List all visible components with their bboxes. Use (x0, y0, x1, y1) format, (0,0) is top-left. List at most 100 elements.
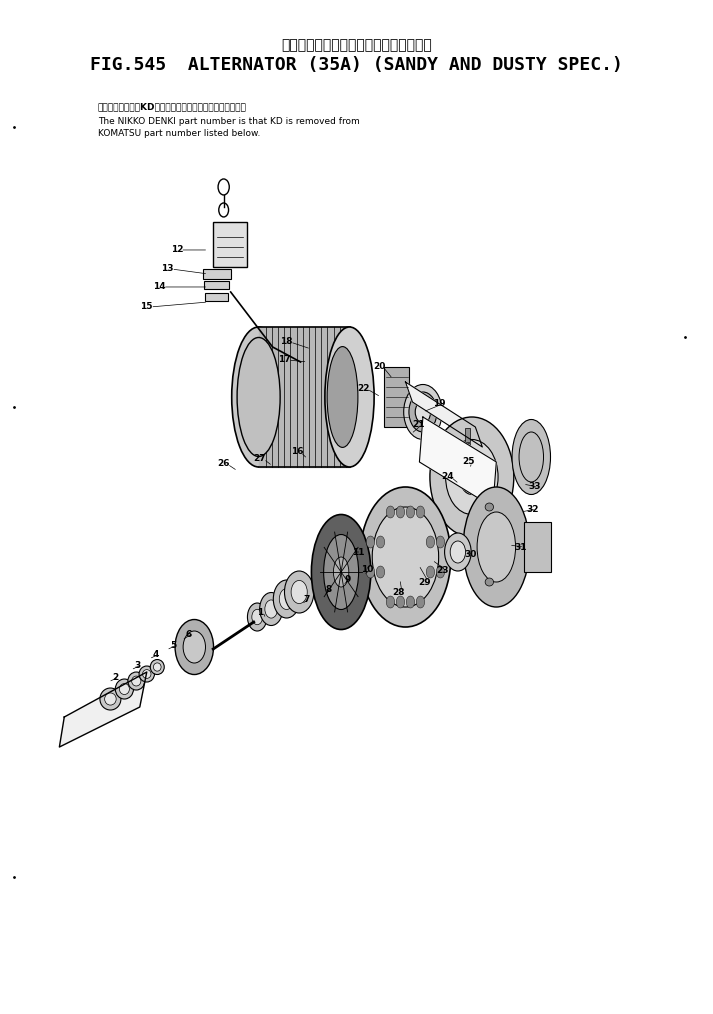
Circle shape (406, 596, 415, 608)
Ellipse shape (372, 507, 438, 607)
Circle shape (376, 566, 385, 578)
Text: 30: 30 (464, 550, 477, 559)
Text: 13: 13 (161, 265, 174, 274)
Circle shape (416, 506, 425, 518)
Circle shape (436, 536, 445, 548)
Text: 16: 16 (291, 447, 303, 456)
Circle shape (366, 536, 374, 548)
Text: 品番のメーカ記号KDを除いたものが日興電機の品番です。: 品番のメーカ記号KDを除いたものが日興電機の品番です。 (98, 102, 247, 112)
Ellipse shape (232, 327, 285, 467)
Text: 26: 26 (217, 459, 230, 468)
Ellipse shape (105, 693, 116, 705)
Circle shape (386, 506, 395, 518)
Ellipse shape (252, 609, 262, 625)
Text: 10: 10 (361, 565, 374, 574)
Text: 23: 23 (436, 566, 448, 575)
Text: 12: 12 (170, 245, 183, 255)
Text: 20: 20 (374, 362, 386, 371)
Polygon shape (419, 417, 496, 507)
Ellipse shape (334, 557, 349, 587)
Bar (465, 443, 471, 457)
Text: 31: 31 (515, 542, 527, 552)
Text: FIG.545  ALTERNATOR (35A) (SANDY AND DUSTY SPEC.): FIG.545 ALTERNATOR (35A) (SANDY AND DUST… (90, 56, 623, 74)
Ellipse shape (477, 512, 515, 582)
Text: 2: 2 (112, 672, 118, 681)
Text: 14: 14 (153, 283, 165, 291)
Ellipse shape (324, 534, 359, 609)
Polygon shape (259, 327, 349, 467)
Text: 5: 5 (170, 641, 176, 650)
Ellipse shape (430, 417, 514, 537)
Ellipse shape (139, 666, 155, 682)
Text: 17: 17 (278, 356, 291, 364)
Bar (202, 269, 231, 279)
Ellipse shape (143, 669, 151, 678)
Ellipse shape (175, 620, 213, 674)
Ellipse shape (291, 580, 307, 603)
Ellipse shape (153, 663, 161, 671)
Ellipse shape (265, 600, 277, 619)
Ellipse shape (312, 514, 371, 630)
Ellipse shape (415, 401, 431, 423)
Ellipse shape (247, 603, 267, 631)
Circle shape (396, 506, 405, 518)
Ellipse shape (450, 541, 466, 563)
Ellipse shape (279, 588, 294, 609)
Text: 19: 19 (433, 400, 446, 409)
Text: The NIKKO DENKI part number is that KD is removed from: The NIKKO DENKI part number is that KD i… (98, 118, 359, 127)
Text: 15: 15 (140, 302, 153, 311)
Ellipse shape (128, 672, 145, 690)
Circle shape (396, 596, 405, 608)
Ellipse shape (273, 580, 300, 618)
Text: 7: 7 (303, 594, 309, 603)
Ellipse shape (485, 503, 493, 511)
Text: オルタネータ　　　砂　塵　地　仕　様: オルタネータ 砂 塵 地 仕 様 (281, 38, 432, 52)
Ellipse shape (327, 347, 358, 447)
Bar (205, 293, 228, 301)
Circle shape (426, 566, 435, 578)
Text: 27: 27 (254, 454, 267, 463)
Text: 22: 22 (357, 384, 370, 393)
Circle shape (376, 536, 385, 548)
Ellipse shape (237, 338, 280, 456)
Text: 24: 24 (441, 473, 453, 482)
Circle shape (366, 566, 374, 578)
Bar (465, 428, 471, 442)
Ellipse shape (360, 487, 451, 627)
Ellipse shape (116, 679, 133, 699)
Ellipse shape (132, 676, 141, 685)
Text: 28: 28 (392, 587, 405, 596)
Text: 29: 29 (419, 578, 431, 586)
Ellipse shape (119, 683, 129, 695)
Text: 33: 33 (528, 483, 541, 492)
Ellipse shape (512, 420, 550, 495)
Bar (524, 522, 551, 572)
Ellipse shape (183, 631, 205, 663)
Ellipse shape (150, 659, 164, 674)
Text: 1: 1 (257, 607, 263, 617)
Text: 9: 9 (344, 575, 351, 583)
Text: 11: 11 (352, 548, 364, 557)
Text: 21: 21 (412, 421, 424, 430)
Text: 18: 18 (280, 338, 293, 347)
Ellipse shape (325, 327, 374, 467)
Ellipse shape (284, 571, 314, 613)
Polygon shape (406, 382, 482, 447)
Ellipse shape (404, 384, 442, 439)
Ellipse shape (100, 689, 121, 710)
Ellipse shape (445, 533, 471, 571)
Ellipse shape (463, 487, 530, 607)
Ellipse shape (460, 459, 484, 495)
Bar (384, 367, 409, 427)
Text: 3: 3 (135, 660, 140, 669)
Text: 4: 4 (153, 650, 159, 658)
Text: 25: 25 (462, 457, 475, 466)
Text: 8: 8 (325, 584, 332, 593)
Circle shape (416, 596, 425, 608)
FancyBboxPatch shape (213, 222, 247, 267)
Circle shape (386, 596, 395, 608)
Circle shape (436, 566, 445, 578)
Ellipse shape (260, 592, 283, 626)
Text: 6: 6 (185, 630, 192, 639)
Ellipse shape (446, 439, 498, 514)
